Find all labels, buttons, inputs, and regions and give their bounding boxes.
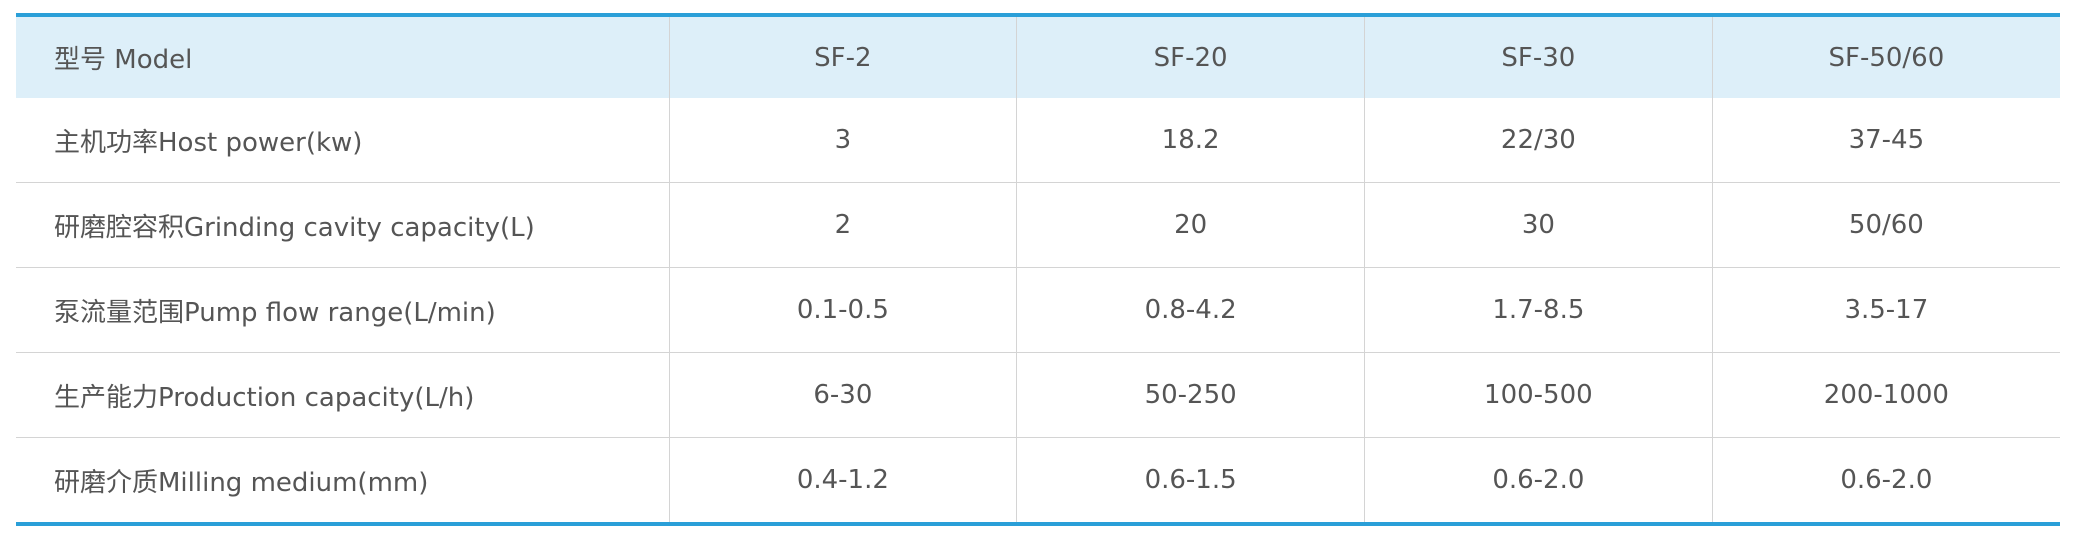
table-row: 研磨介质Milling medium(mm) 0.4-1.2 0.6-1.5 0.6-…	[16, 437, 2060, 524]
table-cell: 22/30	[1364, 98, 1713, 183]
table-cell: 20	[1016, 182, 1365, 268]
table-cell: 37-45	[1711, 98, 2060, 183]
table-cell: 0.6-1.5	[1016, 437, 1365, 524]
header-cell: SF-20	[1016, 15, 1365, 98]
table-cell: 6-30	[668, 352, 1017, 438]
header-row: 型号 Model SF-2 SF-20 SF-30 SF-50/60	[16, 15, 2060, 98]
table-cell: 0.1-0.5	[668, 267, 1017, 353]
table-body: 主机功率Host power(kw) 3 18.2 22/30 37-45 研磨腔容积Gr…	[16, 98, 2060, 524]
table-row: 主机功率Host power(kw) 3 18.2 22/30 37-45	[16, 98, 2060, 183]
table-cell: 0.4-1.2	[668, 437, 1017, 524]
header-cell: SF-2	[668, 15, 1017, 98]
table-cell: 50-250	[1016, 352, 1365, 438]
table-cell: 100-500	[1364, 352, 1713, 438]
table-cell: 0.6-2.0	[1711, 437, 2060, 524]
table-cell: 50/60	[1711, 182, 2060, 268]
table-cell: 3	[668, 98, 1017, 183]
table-cell: 1.7-8.5	[1364, 267, 1713, 353]
table-wrapper: 型号 Model SF-2 SF-20 SF-30 SF-50/60 主机功率Host …	[16, 13, 2060, 526]
row-label: 生产能力Production capacity(L/h)	[16, 352, 669, 438]
spec-table: 型号 Model SF-2 SF-20 SF-30 SF-50/60 主机功率Host …	[16, 13, 2060, 526]
header-cell: SF-30	[1364, 15, 1713, 98]
table-cell: 3.5-17	[1711, 267, 2060, 353]
table-cell: 200-1000	[1711, 352, 2060, 438]
header-cell: 型号 Model	[16, 15, 669, 98]
table-cell: 30	[1364, 182, 1713, 268]
row-label: 主机功率Host power(kw)	[16, 98, 669, 183]
row-label: 泵流量范围Pump flow range(L/min)	[16, 267, 669, 353]
row-label: 研磨介质Milling medium(mm)	[54, 467, 429, 498]
header-cell: SF-50/60	[1711, 15, 2060, 98]
table-cell: 0.6-2.0	[1364, 437, 1713, 524]
table-row: 泵流量范围Pump flow range(L/min) 0.1-0.5 0.8-4.…	[16, 267, 2060, 353]
table-cell: 0.8-4.2	[1016, 267, 1365, 353]
table-row: 研磨腔容积Grinding cavity capacity(L) 2 20 30 50/…	[16, 182, 2060, 268]
table-row: 生产能力Production capacity(L/h) 6-30 50-250 10…	[16, 352, 2060, 438]
row-label: 研磨腔容积Grinding cavity capacity(L)	[16, 182, 669, 268]
table-header: 型号 Model SF-2 SF-20 SF-30 SF-50/60	[16, 15, 2060, 98]
table-cell: 18.2	[1016, 98, 1365, 183]
table-cell: 2	[668, 182, 1017, 268]
